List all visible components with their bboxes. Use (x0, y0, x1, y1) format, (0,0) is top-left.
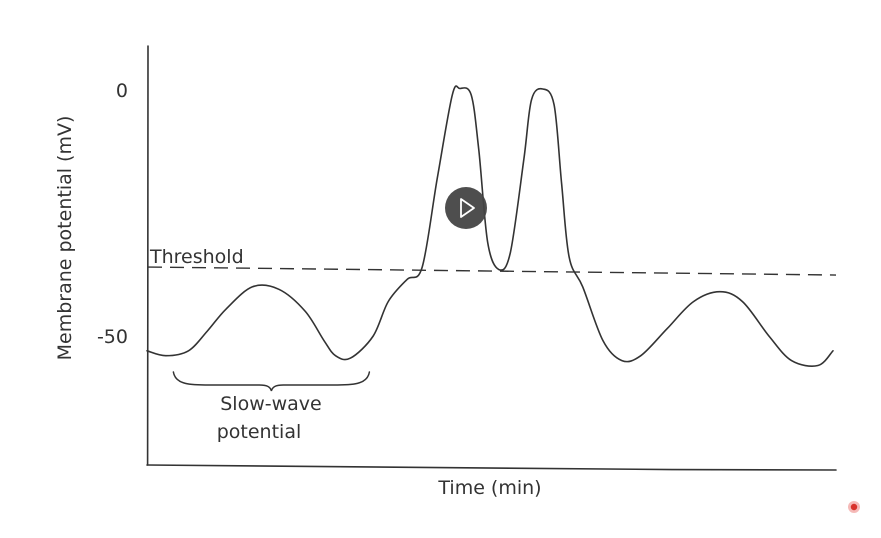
slow-wave-brace (172, 371, 371, 392)
y-ticks: 0 -50 (97, 80, 128, 348)
axes (146, 45, 837, 471)
x-axis-line (146, 464, 837, 471)
threshold-line (147, 266, 837, 276)
annotation-line-1: Slow-wave (220, 393, 321, 415)
y-axis-label: Membrane potential (mV) (54, 116, 76, 361)
y-tick-label: -50 (97, 326, 128, 348)
y-axis-line (146, 45, 149, 466)
threshold-label: Threshold (149, 246, 244, 268)
play-icon (460, 198, 475, 218)
annotation-line-2: potential (217, 421, 302, 443)
x-axis-label: Time (min) (437, 477, 541, 499)
y-tick-label: 0 (116, 80, 128, 102)
play-button[interactable] (445, 187, 487, 229)
record-dot-icon (848, 501, 860, 513)
series-line (146, 85, 834, 367)
